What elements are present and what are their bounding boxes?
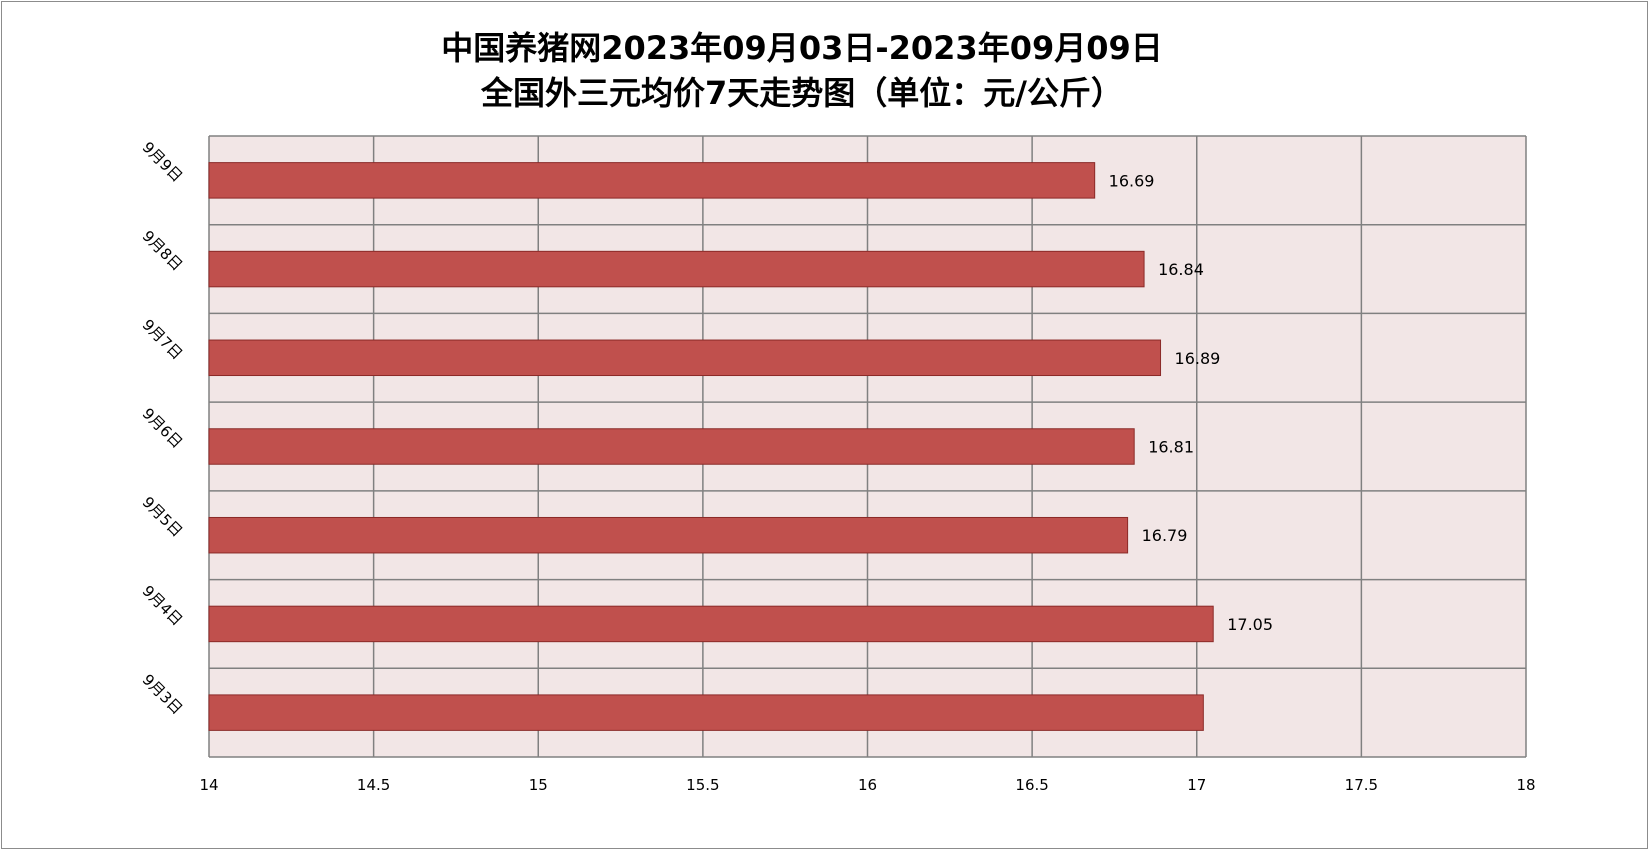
x-tick-label: 18: [1516, 776, 1535, 794]
chart-title: 中国养猪网2023年09月03日-2023年09月09日: [441, 29, 1163, 67]
x-tick-label: 15: [529, 776, 548, 794]
x-axis-ticks: 14 14.5 15 15.5 16 16.5 17 17.5 18: [199, 776, 1535, 794]
data-labels-layer: 16.69 16.84 16.89 16.81 16.79 17.05: [1109, 171, 1273, 634]
bar-2: [208, 250, 1145, 288]
x-tick-label: 16.5: [1015, 776, 1048, 794]
x-tick-label: 17: [1187, 776, 1206, 794]
x-tick-label: 15.5: [686, 776, 719, 794]
bar-7: [208, 694, 1204, 731]
y-category-label: 9月5日: [139, 493, 186, 540]
data-label-3: 16.89: [1175, 349, 1221, 368]
y-category-label: 9月3日: [139, 671, 186, 718]
x-tick-label: 17.5: [1345, 776, 1378, 794]
data-label-4: 16.81: [1148, 438, 1194, 457]
data-label-2: 16.84: [1158, 260, 1204, 279]
bar-3: [208, 339, 1162, 377]
data-label-5: 16.79: [1142, 526, 1188, 545]
y-category-label: 9月6日: [139, 404, 186, 451]
y-category-label: 9月4日: [139, 582, 186, 629]
y-category-label: 9月8日: [139, 227, 186, 274]
x-tick-label: 14: [199, 776, 218, 794]
y-category-label: 9月7日: [139, 316, 186, 363]
y-axis-categories: 9月9日 9月8日 9月7日 9月6日 9月5日 9月4日 9月3日: [139, 138, 186, 718]
data-label-6: 17.05: [1227, 615, 1273, 634]
x-tick-label: 14.5: [357, 776, 390, 794]
data-label-1: 16.69: [1109, 171, 1155, 190]
bar-4: [208, 428, 1135, 465]
bars-layer: [208, 162, 1214, 731]
y-category-label: 9月9日: [139, 138, 186, 185]
bar-1: [208, 162, 1096, 199]
x-tick-label: 16: [858, 776, 877, 794]
grid-layer: [208, 135, 1527, 758]
bar-6: [208, 605, 1214, 643]
chart-subtitle: 全国外三元均价7天走势图（单位：元/公斤）: [480, 74, 1123, 112]
bar-5: [208, 516, 1129, 554]
